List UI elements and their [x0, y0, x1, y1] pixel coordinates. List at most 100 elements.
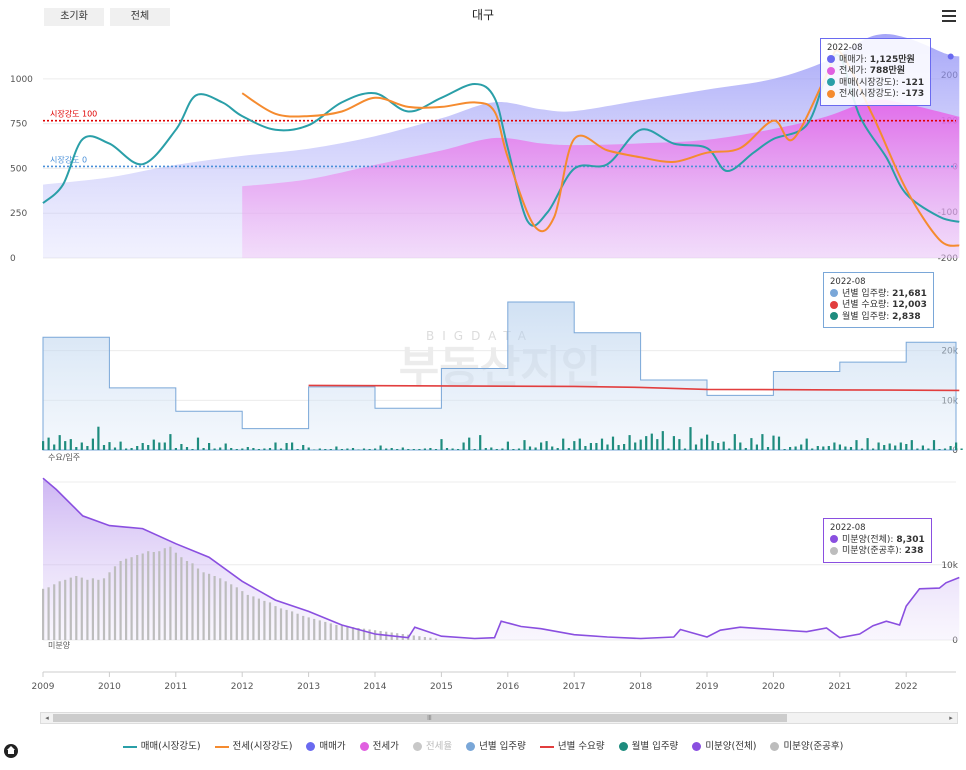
x-tick-label: 2020: [762, 682, 785, 692]
monthly-move-in-bar: [53, 444, 56, 450]
tooltip-label: 매매가:: [839, 54, 870, 65]
monthly-move-in-bar: [136, 446, 139, 450]
monthly-move-in-bar: [180, 444, 183, 450]
monthly-move-in-bar: [623, 444, 626, 450]
monthly-move-in-bar: [418, 449, 421, 450]
legend-dot-icon: [359, 742, 369, 751]
monthly-move-in-bar: [899, 442, 902, 450]
unsold-completed-bar: [279, 608, 283, 640]
tooltip-value: -173: [901, 89, 925, 99]
legend-label: 년별 입주량: [479, 741, 526, 752]
monthly-move-in-bar: [650, 433, 653, 450]
monthly-move-in-bar: [473, 449, 476, 450]
monthly-move-in-bar: [423, 448, 426, 450]
monthly-move-in-bar: [202, 448, 205, 450]
unsold-completed-bar: [119, 561, 122, 640]
home-icon[interactable]: [4, 744, 18, 758]
monthly-move-in-bar: [639, 439, 642, 450]
monthly-move-in-bar: [822, 446, 825, 450]
monthly-move-in-bar: [766, 447, 770, 450]
monthly-move-in-bar: [219, 447, 222, 450]
monthly-move-in-bar: [495, 449, 498, 450]
monthly-move-in-bar: [722, 441, 725, 450]
monthly-move-in-bar: [545, 441, 548, 450]
scroll-left-arrow[interactable]: ◂: [45, 714, 49, 722]
monthly-move-in-bar: [147, 445, 150, 450]
unsold-y-tick-label: 10k: [941, 561, 958, 571]
unsold-completed-bar: [351, 627, 355, 640]
unsold-completed-bar: [80, 577, 83, 640]
range-scrollbar[interactable]: ◂ Ⅲ ▸: [40, 712, 958, 724]
legend-item[interactable]: 년별 수요량: [539, 738, 605, 752]
legend-item[interactable]: 미분양(전체): [692, 738, 756, 752]
legend-label: 년별 수요량: [557, 741, 605, 752]
monthly-move-in-bar: [351, 448, 355, 450]
legend-item[interactable]: 년별 입주량: [466, 738, 526, 752]
monthly-move-in-bar: [279, 448, 283, 450]
monthly-move-in-bar: [451, 448, 454, 450]
monthly-move-in-bar: [578, 438, 581, 450]
x-axis: 2009 2010 2011 2012 2013 2014 2015 2016 2017 2018…: [32, 671, 956, 692]
monthly-move-in-bar: [252, 448, 255, 450]
monthly-move-in-bar: [711, 441, 714, 450]
monthly-move-in-bar: [683, 448, 687, 450]
monthly-move-in-bar: [501, 448, 504, 450]
unsold-completed-bar: [102, 578, 106, 640]
monthly-move-in-bar: [108, 442, 111, 450]
unsold-completed-bar: [208, 573, 211, 640]
legend-item[interactable]: 전세가: [359, 738, 399, 752]
monthly-move-in-bar: [661, 431, 664, 450]
legend-item[interactable]: 전세(시장강도): [214, 738, 292, 752]
legend-dot-icon: [770, 742, 780, 751]
x-tick-label: 2015: [430, 682, 453, 692]
tooltip-value: 1,125만원: [869, 54, 915, 65]
unsold-completed-bar: [307, 617, 310, 640]
monthly-move-in-bar: [119, 441, 122, 450]
legend-dot-icon: [618, 742, 628, 751]
monthly-move-in-bar: [64, 441, 67, 450]
tooltip-row: 미분양(준공후): 238: [830, 546, 925, 558]
monthly-move-in-bar: [755, 444, 758, 450]
monthly-move-in-bar: [80, 442, 83, 450]
monthly-move-in-bar: [434, 449, 438, 450]
tooltip-row: 전세(시장강도): -173: [827, 89, 924, 101]
legend-item[interactable]: 매매가: [306, 738, 346, 752]
monthly-move-in-bar: [827, 446, 830, 450]
monthly-move-in-bar: [196, 437, 200, 450]
all-button[interactable]: 전체: [110, 8, 170, 26]
tooltip-label: 매매(시장강도):: [839, 77, 902, 88]
reset-button[interactable]: 초기화: [44, 8, 104, 26]
legend-item[interactable]: 전세율: [412, 738, 452, 752]
monthly-move-in-bar: [872, 448, 875, 450]
monthly-move-in-bar: [833, 442, 836, 450]
unsold-completed-bar: [219, 578, 222, 640]
unsold-completed-bar: [335, 625, 338, 640]
svg-text:BIGDATA: BIGDATA: [426, 329, 534, 343]
x-tick-label: 2019: [696, 682, 719, 692]
tooltip-label: 미분양(준공후):: [842, 546, 905, 556]
monthly-move-in-bar: [291, 442, 294, 450]
legend-label: 미분양(전체): [705, 741, 757, 752]
legend-item[interactable]: 월별 입주량: [618, 738, 678, 752]
x-tick-label: 2011: [164, 682, 187, 692]
unsold-completed-bar: [379, 631, 382, 640]
unsold-completed-bar: [130, 557, 133, 640]
monthly-move-in-bar: [595, 443, 598, 450]
legend-item[interactable]: 미분양(준공후): [770, 738, 843, 752]
legend-item[interactable]: 매매(시장강도): [122, 738, 201, 752]
tooltip-value: 8,301: [896, 534, 925, 545]
monthly-move-in-bar: [302, 445, 305, 450]
monthly-move-in-bar: [667, 448, 670, 450]
menu-icon[interactable]: [942, 10, 956, 22]
unsold-completed-bar: [58, 581, 61, 640]
monthly-move-in-bar: [263, 448, 266, 450]
monthly-move-in-bar: [208, 443, 211, 450]
monthly-move-in-bar: [800, 444, 803, 450]
scroll-right-arrow[interactable]: ▸: [949, 714, 953, 722]
unsold-completed-bar: [291, 611, 294, 640]
scroll-thumb[interactable]: Ⅲ: [53, 714, 787, 722]
monthly-move-in-bar: [125, 448, 128, 450]
monthly-move-in-bar: [645, 436, 648, 450]
unsold-completed-bar: [374, 630, 377, 640]
unsold-completed-bar: [313, 618, 316, 640]
